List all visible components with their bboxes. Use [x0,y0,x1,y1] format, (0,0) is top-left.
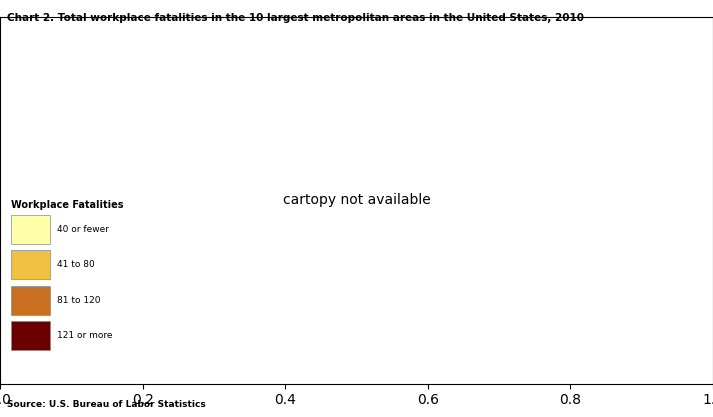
Text: 81 to 120: 81 to 120 [57,296,101,305]
Text: 121 or more: 121 or more [57,331,113,340]
Text: 41 to 80: 41 to 80 [57,260,95,269]
Text: cartopy not available: cartopy not available [282,193,431,207]
Text: Workplace Fatalities: Workplace Fatalities [11,200,123,210]
Text: Chart 2. Total workplace fatalities in the 10 largest metropolitan areas in the : Chart 2. Total workplace fatalities in t… [7,13,584,23]
Text: 40 or fewer: 40 or fewer [57,225,109,234]
Text: Source: U.S. Bureau of Labor Statistics: Source: U.S. Bureau of Labor Statistics [7,399,206,409]
